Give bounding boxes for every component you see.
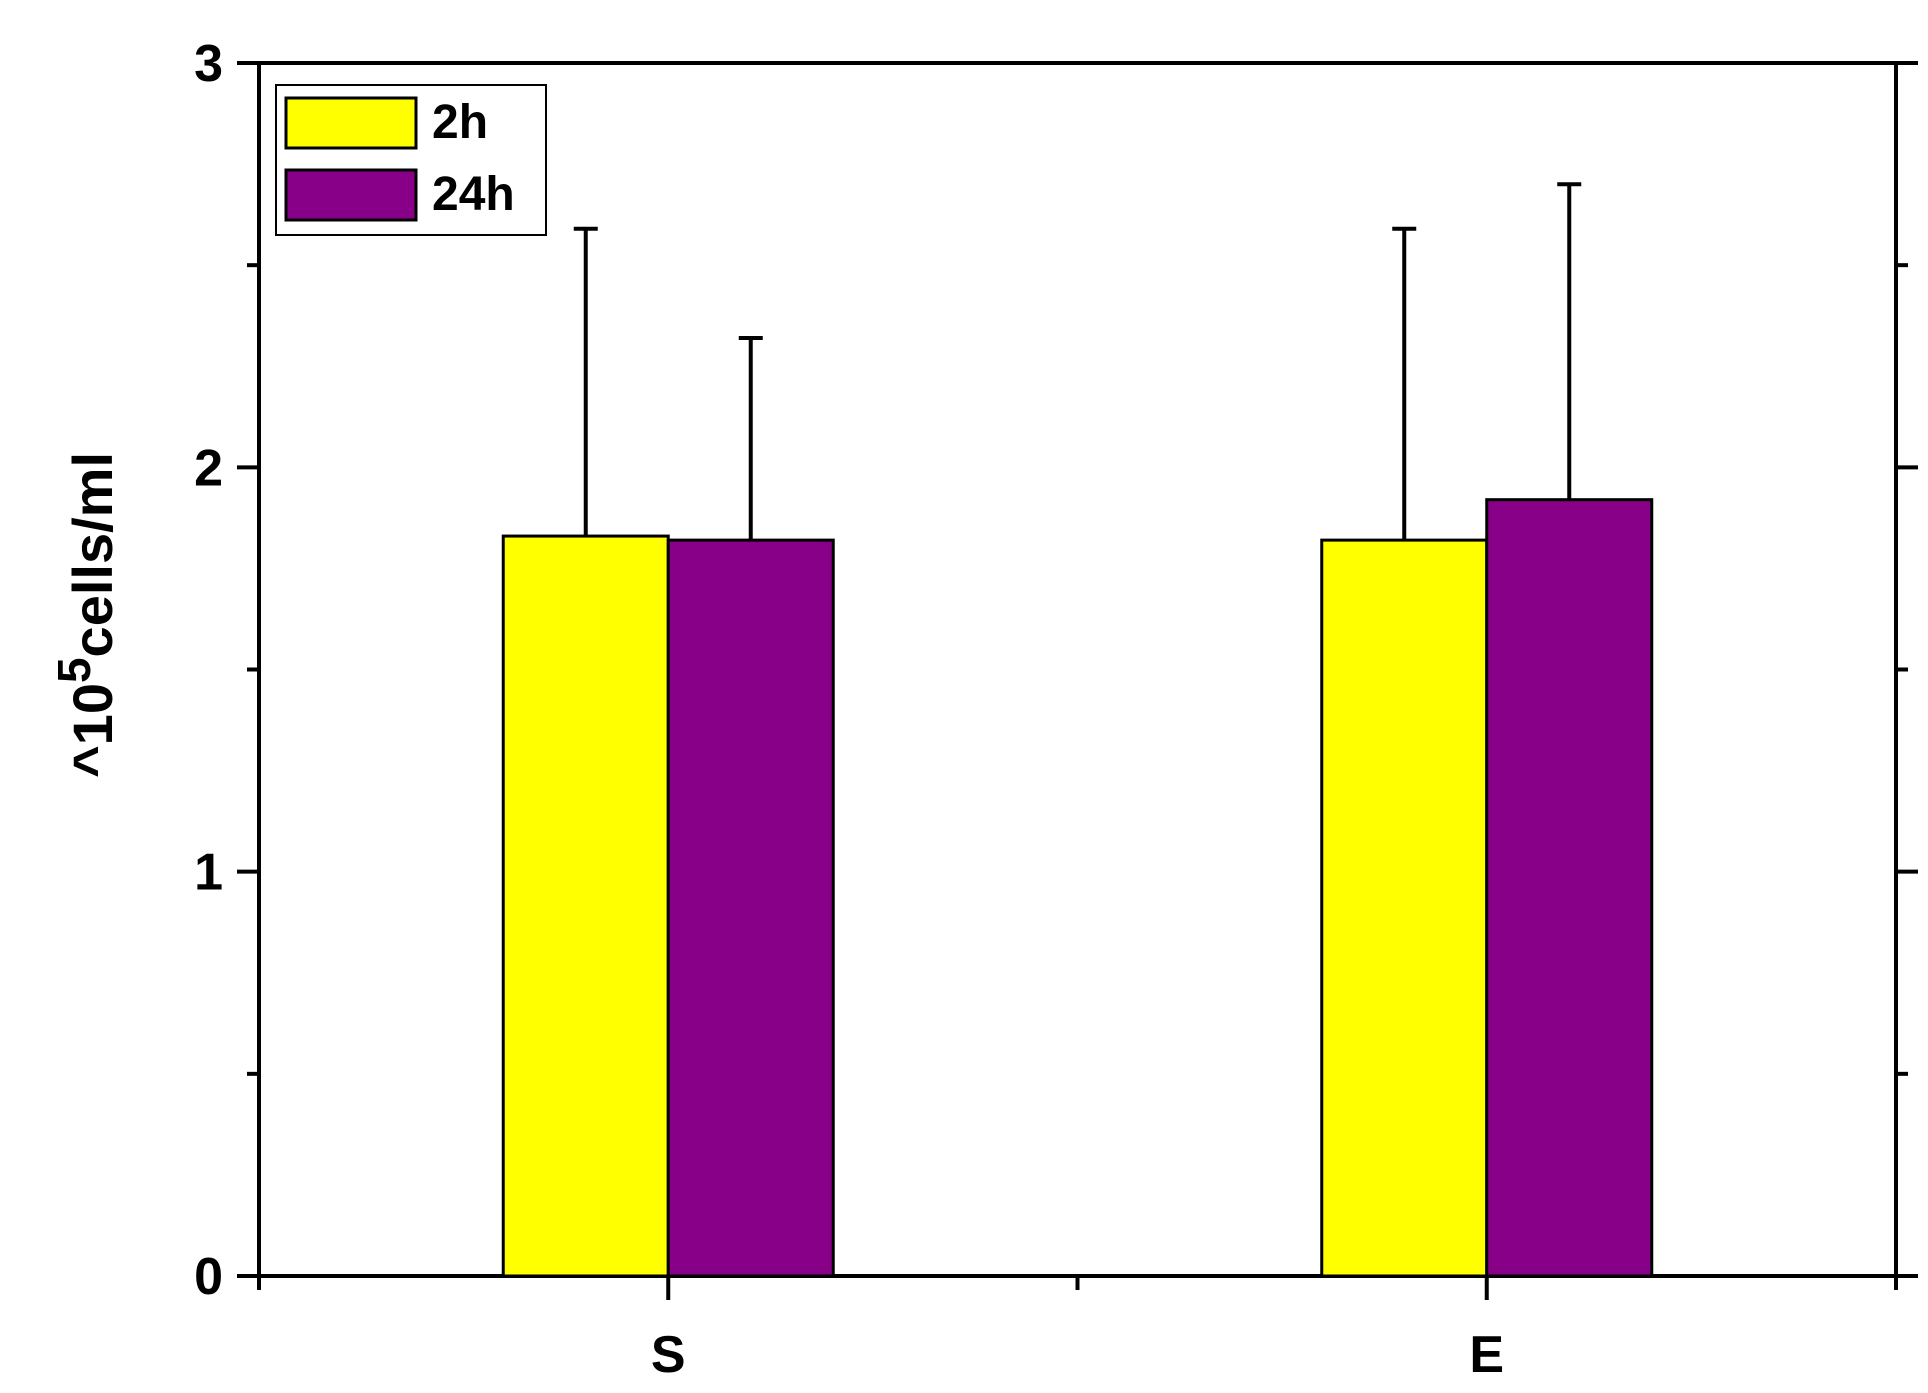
y-tick-label: 1	[194, 844, 223, 902]
bar-24h-s	[666, 538, 835, 1278]
bar-2h-e	[1320, 538, 1489, 1278]
y-axis-label-exponent: 5	[48, 657, 100, 683]
y-axis-label-base: 10	[61, 683, 124, 745]
error-bars	[573, 182, 1582, 541]
x-tick-label-e: E	[1469, 1326, 1504, 1384]
legend-label-2h: 2h	[432, 96, 488, 149]
y-axis-label-prefix: ^	[61, 745, 124, 778]
bars	[501, 498, 1654, 1278]
legend-swatch-24h	[284, 168, 418, 222]
y-axis-ticks: 0 1 2 3	[194, 35, 1918, 1306]
legend-label-24h: 24h	[432, 168, 515, 221]
bar-24h-e	[1485, 498, 1654, 1278]
bar-2h-s	[501, 534, 670, 1278]
y-tick-label: 0	[194, 1248, 223, 1306]
x-tick-label-s: S	[651, 1326, 686, 1384]
y-tick-label: 2	[194, 439, 223, 497]
y-tick-label: 3	[194, 35, 223, 93]
legend-swatch-2h	[284, 96, 418, 150]
y-axis-label: ^105cells/ml	[48, 452, 124, 778]
y-axis-label-suffix: cells/ml	[61, 452, 124, 657]
